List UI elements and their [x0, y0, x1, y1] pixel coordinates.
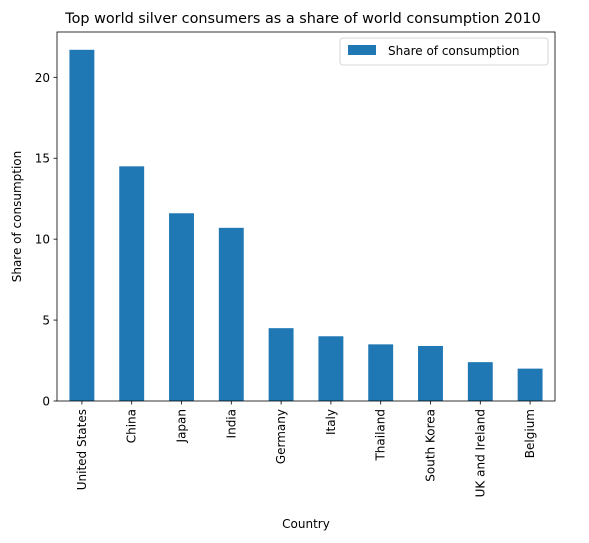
bar: [119, 166, 145, 401]
x-tick-label: United States: [75, 409, 89, 490]
x-tick-label: Thailand: [374, 409, 388, 462]
y-axis: 0 5 10 15 20: [35, 71, 57, 409]
y-tick-label: 0: [42, 395, 50, 409]
x-tick-label: UK and Ireland: [473, 409, 487, 497]
bar: [268, 328, 294, 401]
x-tick-label: Belgium: [523, 409, 537, 458]
y-tick-label: 5: [42, 314, 50, 328]
x-tick-label: Germany: [274, 409, 288, 464]
plot-frame: [56, 31, 556, 402]
x-tick-label: India: [224, 409, 238, 438]
x-tick-label: China: [125, 409, 139, 443]
bar: [169, 213, 194, 401]
x-axis: United States China Japan India Germany Italy…: [75, 401, 537, 497]
bar: [368, 344, 394, 401]
bar: [517, 368, 543, 401]
x-axis-label: Country: [282, 517, 330, 531]
bar: [218, 227, 244, 401]
x-tick-label: Italy: [324, 409, 338, 435]
y-tick-label: 15: [35, 152, 50, 166]
legend-swatch: [348, 45, 376, 55]
y-axis-label: Share of consumption: [10, 151, 24, 283]
legend-label: Share of consumption: [388, 44, 520, 58]
y-tick-label: 20: [35, 71, 50, 85]
bars: [69, 49, 543, 401]
legend: Share of consumption: [339, 37, 549, 66]
bar: [318, 336, 344, 401]
bar: [467, 362, 493, 401]
bar: [69, 49, 95, 401]
x-tick-label: South Korea: [424, 409, 438, 482]
chart-title: Top world silver consumers as a share of…: [64, 11, 541, 27]
bar: [418, 345, 443, 401]
legend-frame: [339, 37, 549, 66]
x-tick-label: Japan: [175, 409, 189, 443]
y-tick-label: 10: [35, 233, 50, 247]
